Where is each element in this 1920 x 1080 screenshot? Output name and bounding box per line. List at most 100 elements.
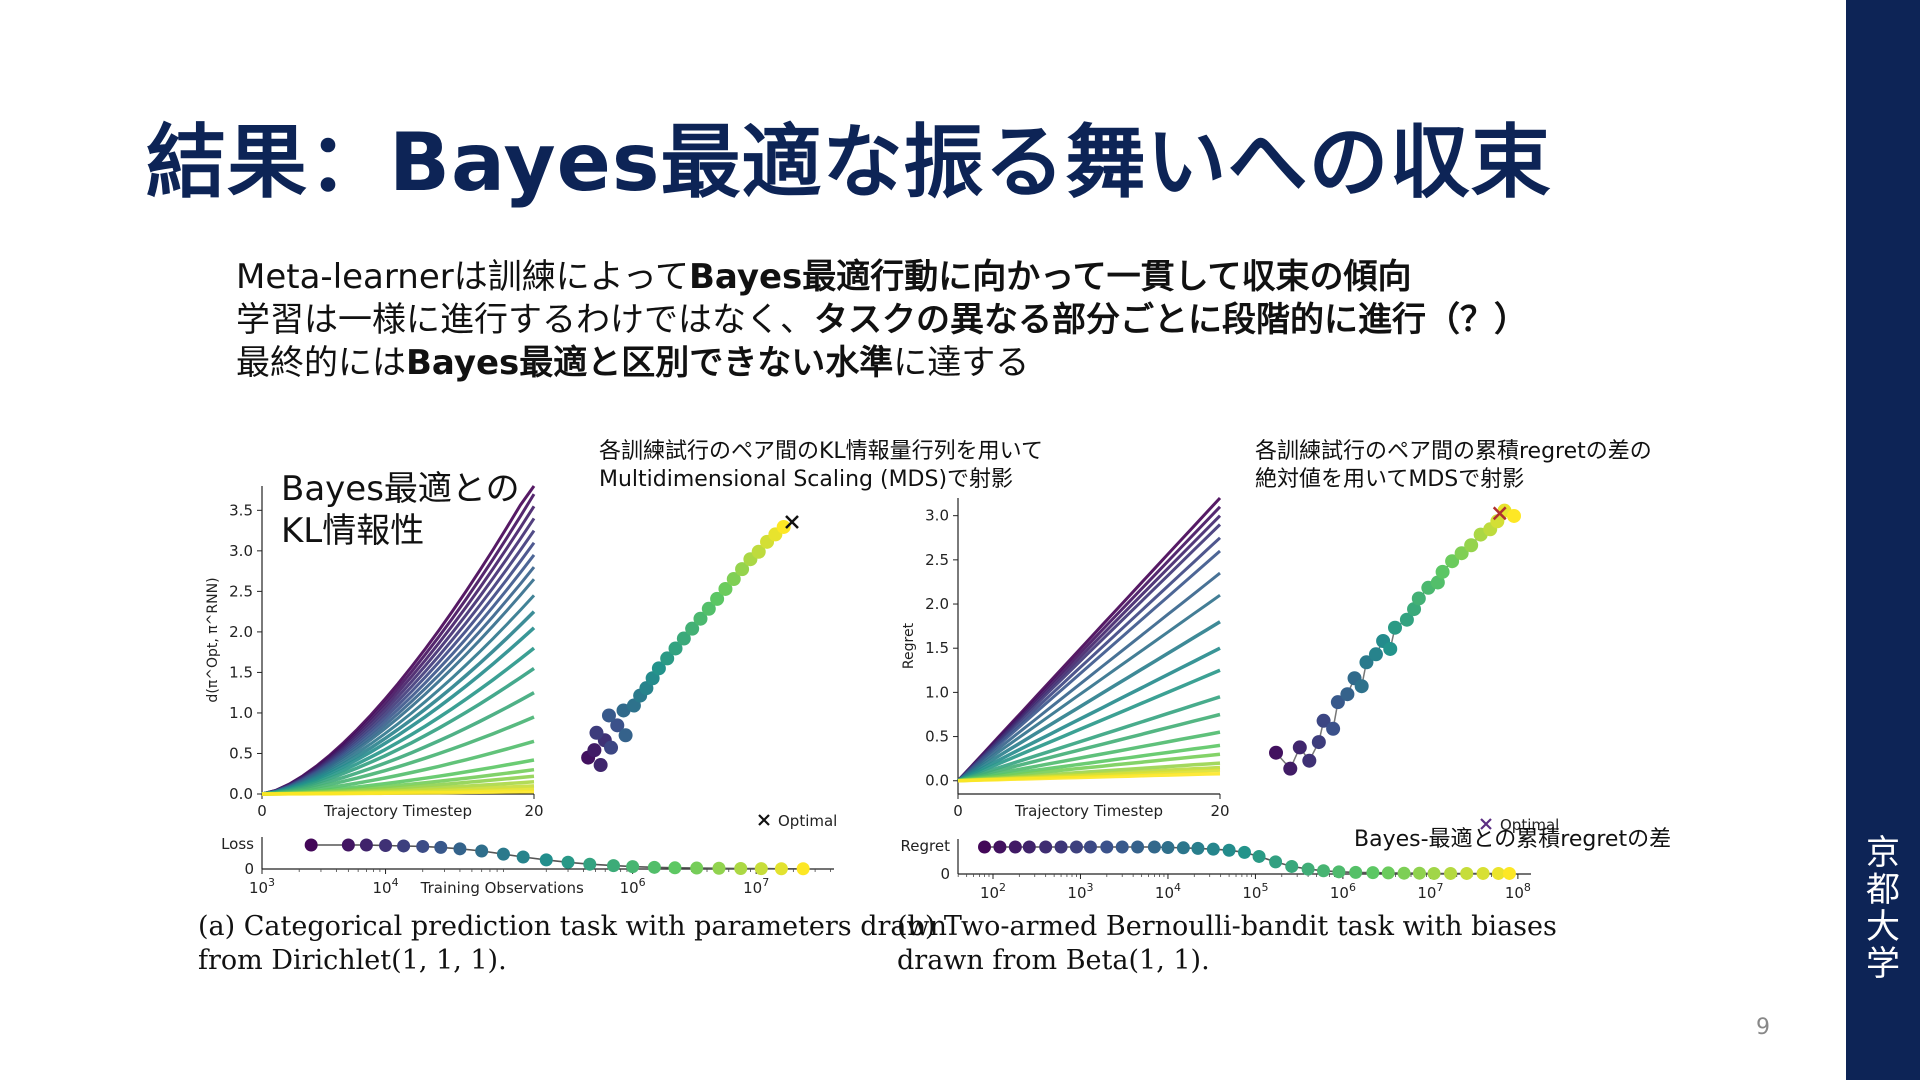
a-loss-point — [668, 861, 682, 875]
b-regret-y-tick-label: 0.0 — [925, 772, 949, 790]
b-mds-point — [1311, 735, 1326, 750]
a-loss-point — [475, 844, 489, 858]
b-train-point — [1147, 840, 1161, 854]
a-loss-point — [754, 862, 768, 876]
b-mds-point — [1464, 538, 1479, 553]
bullet-3-text: 最終的には — [236, 343, 406, 383]
mds-a-annotation: 各訓練試行のペア間のKL情報量行列を用いて Multidimensional S… — [599, 438, 1043, 494]
a-mds-point — [651, 661, 666, 676]
kl-label-line1: Bayes最適との — [281, 469, 520, 509]
b-mds-point — [1407, 602, 1422, 617]
a-loss-point — [496, 847, 510, 861]
a-loss-point — [583, 857, 597, 871]
b-train-point — [1022, 840, 1036, 854]
b-train-point — [1397, 866, 1411, 880]
b-mds-legend-marker — [1480, 818, 1492, 830]
bullet-2-text: 学習は一様に進行するわけではなく、 — [236, 300, 814, 340]
sidebar-band — [1846, 0, 1920, 1080]
a-kl-series-line — [261, 646, 536, 796]
mds-a-line1: 各訓練試行のペア間のKL情報量行列を用いて — [599, 439, 1044, 464]
b-train-point — [1491, 866, 1505, 880]
a-loss-point — [379, 838, 393, 852]
a-kl-y-tick-label: 3.5 — [229, 501, 253, 519]
a-kl-y-tick-label: 1.0 — [229, 704, 253, 722]
b-mds-point — [1330, 695, 1345, 710]
mds-a-line2: Multidimensional Scaling (MDS)で射影 — [599, 467, 1014, 492]
b-train-point — [1191, 841, 1205, 855]
b-train-point — [1317, 864, 1331, 878]
a-loss-point — [341, 838, 355, 852]
a-loss-point — [453, 842, 467, 856]
b-train-point — [1054, 840, 1068, 854]
b-train-point — [1381, 866, 1395, 880]
b-regret-y-tick-label: 2.0 — [925, 595, 949, 613]
b-train-x-tick-label: 102 — [980, 881, 1006, 902]
bullet-1-bold: Bayes最適行動に向かって一貫して収束の傾向 — [689, 257, 1412, 297]
b-regret-x-tick-label: 20 — [1210, 802, 1229, 820]
a-loss-point — [416, 839, 430, 853]
caption-a-line2: from Dirichlet(1, 1, 1). — [198, 945, 507, 976]
b-train-point — [1412, 866, 1426, 880]
b-regret-series-line — [957, 668, 1221, 783]
mds-b-line1: 各訓練試行のペア間の累積regretの差の — [1255, 439, 1652, 464]
a-mds-point — [587, 743, 602, 758]
a-loss-point — [304, 838, 318, 852]
a-loss-point — [397, 839, 411, 853]
a-loss-point — [539, 853, 553, 867]
caption-b-line2: drawn from Beta(1, 1). — [897, 945, 1210, 976]
a-loss-point — [690, 861, 704, 875]
bullet-2: 学習は一様に進行するわけではなく、タスクの異なる部分ごとに段階的に進行（？） — [236, 299, 1528, 342]
university-name: 京 都 大 学 — [1858, 835, 1908, 983]
b-mds-point — [1388, 620, 1402, 635]
b-train-point — [1349, 865, 1363, 879]
caption-b-line1: (b) Two-armed Bernoulli-bandit task with… — [897, 911, 1557, 942]
a-loss-point — [606, 859, 620, 873]
bullet-list: Meta-learnerは訓練によってBayes最適行動に向かって一貫して収束の… — [236, 256, 1528, 385]
b-train-point — [1083, 840, 1097, 854]
a-mds-point — [616, 703, 631, 718]
bullet-1-text: Meta-learnerは訓練によって — [236, 257, 689, 297]
b-train-point — [1332, 865, 1346, 879]
a-mds-point — [701, 601, 716, 616]
a-kl-y-tick-label: 3.0 — [229, 542, 253, 560]
b-train-y-axis-label: Regret — [901, 837, 951, 855]
b-train-x-tick-label: 106 — [1330, 881, 1356, 902]
b-train-point — [1161, 841, 1175, 855]
b-train-point — [978, 840, 992, 854]
a-loss-point — [516, 850, 530, 864]
a-mds-point — [718, 581, 733, 596]
kl-label-line2: KL情報性 — [281, 511, 425, 551]
a-loss-x-tick-label: 104 — [372, 876, 398, 897]
a-loss-y-axis-label: Loss — [221, 835, 254, 853]
a-mds-point — [693, 611, 708, 626]
b-regret-series-line — [957, 593, 1221, 782]
bullet-3-tail: に達する — [893, 343, 1030, 383]
b-mds-point — [1359, 655, 1374, 670]
caption-a-line1: (a) Categorical prediction task with par… — [198, 911, 948, 942]
bullet-1: Meta-learnerは訓練によってBayes最適行動に向かって一貫して収束の… — [236, 256, 1528, 299]
a-mds-optimal-marker — [785, 515, 799, 529]
b-train-x-tick-label: 105 — [1242, 881, 1268, 902]
b-mds-point — [1283, 761, 1298, 776]
b-mds-point — [1383, 641, 1398, 656]
b-mds-point — [1399, 612, 1414, 627]
b-regret-series-line — [957, 771, 1221, 783]
b-mds-point — [1411, 591, 1426, 606]
b-mds-point — [1316, 713, 1331, 728]
a-loss-x-tick-label: 107 — [743, 876, 769, 897]
a-mds-point — [776, 519, 791, 534]
b-train-point — [1285, 859, 1299, 873]
b-mds-point — [1430, 575, 1445, 590]
a-loss-point — [774, 862, 788, 876]
caption-b: (b) Two-armed Bernoulli-bandit task with… — [897, 910, 1557, 978]
b-train-point — [1366, 866, 1380, 880]
figure-canvas: 0.0 0.5 1.0 1.5 2.0 2.5 3.0 3.5 0 20 Trajectory Ti… — [205, 485, 1559, 902]
page-number: 9 — [1756, 1015, 1770, 1040]
a-mds-point — [685, 621, 700, 636]
a-loss-point — [796, 862, 810, 876]
b-regret-x-axis-label: Trajectory Timestep — [1014, 802, 1163, 820]
a-mds-point — [726, 572, 741, 587]
kl-label: Bayes最適との KL情報性 — [281, 468, 520, 552]
b-train-point — [1131, 840, 1145, 854]
b-train-point — [1222, 843, 1236, 857]
